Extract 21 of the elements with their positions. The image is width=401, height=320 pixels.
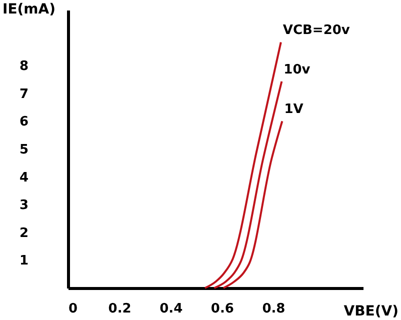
x-tick-label: 0.6 [210,302,234,316]
series-label: 1V [284,102,304,118]
y-tick-label: 4 [19,170,28,186]
y-tick-label: 3 [19,198,28,214]
y-tick-label: 1 [19,254,28,269]
x-tick-label: 0 [68,302,78,316]
x-axis-title: VBE(V) [344,304,398,320]
y-tick-label: 7 [19,86,28,102]
line-series [204,41,282,289]
y-tick-label: 5 [19,142,28,158]
x-tick-label: 0.2 [108,302,132,316]
series-label: 10v [284,62,311,78]
line-series [213,80,283,289]
x-tick-label: 0.8 [262,302,286,316]
y-axis-title: IE(mA) [2,2,56,18]
y-tick-label: 8 [19,59,28,74]
x-tick-label: 0.4 [160,302,183,316]
series-label: VCB=20v [282,23,350,38]
y-tick-label: 2 [19,226,28,241]
line-series [222,120,284,289]
y-tick-label: 6 [19,114,28,130]
